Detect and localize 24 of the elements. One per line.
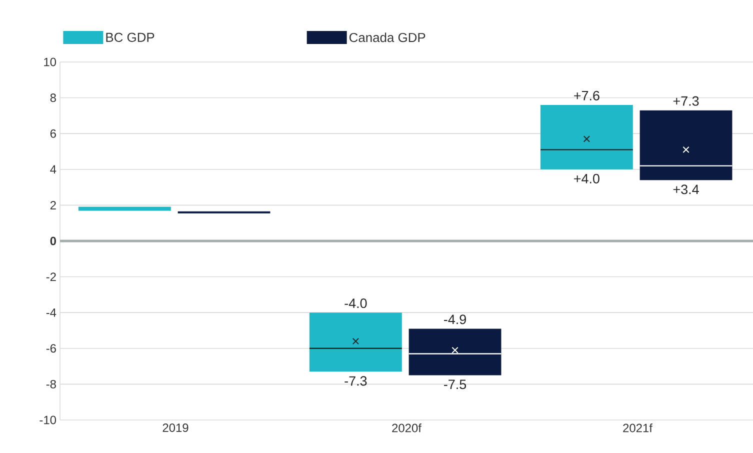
legend-label: Canada GDP xyxy=(349,32,426,42)
annotation: +7.3 xyxy=(673,96,699,106)
y-tick-label: 4 xyxy=(50,165,56,174)
x-tick-label: 2020f xyxy=(392,424,422,432)
y-tick-label: 6 xyxy=(50,129,56,138)
annotation: +3.4 xyxy=(673,184,699,194)
annotation: -7.3 xyxy=(344,376,367,386)
y-tick-label: 2 xyxy=(50,201,56,210)
y-tick-label: 10 xyxy=(44,58,56,66)
y-tick-label: -10 xyxy=(40,416,56,424)
legend-label: BC GDP xyxy=(106,32,154,42)
y-tick-label: -6 xyxy=(46,344,56,353)
annotation: -4.9 xyxy=(444,314,466,324)
y-tick-label: -2 xyxy=(46,272,56,281)
annotation: +7.6 xyxy=(574,90,600,100)
y-tick-label: -4 xyxy=(46,308,56,317)
annotation: -4.0 xyxy=(344,298,367,308)
x-tick-label: 2021f xyxy=(623,424,652,432)
y-tick-label: 0 xyxy=(50,236,56,246)
y-tick-label: 8 xyxy=(50,94,56,102)
annotation: -7.5 xyxy=(444,380,466,390)
x-tick-label: 2019 xyxy=(162,424,188,432)
annotation: +4.0 xyxy=(574,174,600,184)
y-tick-label: -8 xyxy=(46,380,56,388)
